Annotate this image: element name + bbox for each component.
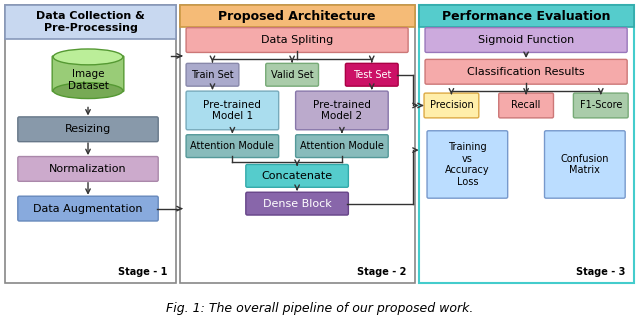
- FancyBboxPatch shape: [573, 93, 628, 118]
- Text: Attention Module: Attention Module: [300, 141, 384, 151]
- Text: Image
Dataset: Image Dataset: [68, 69, 108, 90]
- Ellipse shape: [53, 49, 123, 65]
- Text: Stage - 3: Stage - 3: [576, 267, 626, 277]
- FancyBboxPatch shape: [246, 164, 348, 187]
- FancyBboxPatch shape: [186, 91, 278, 130]
- FancyBboxPatch shape: [545, 131, 625, 198]
- Text: Pre-trained
Model 1: Pre-trained Model 1: [204, 99, 261, 121]
- Text: Precision: Precision: [429, 100, 474, 110]
- FancyBboxPatch shape: [52, 56, 124, 92]
- Bar: [5, 5, 175, 39]
- Text: Proposed Architecture: Proposed Architecture: [218, 10, 376, 23]
- FancyBboxPatch shape: [186, 28, 408, 52]
- Text: Classification Results: Classification Results: [467, 67, 585, 77]
- FancyBboxPatch shape: [425, 59, 627, 84]
- Text: Fig. 1: The overall pipeline of our proposed work.: Fig. 1: The overall pipeline of our prop…: [166, 302, 474, 315]
- FancyBboxPatch shape: [246, 192, 348, 215]
- Bar: [180, 5, 415, 27]
- FancyBboxPatch shape: [296, 91, 388, 130]
- Text: Recall: Recall: [511, 100, 541, 110]
- Text: Normalization: Normalization: [49, 164, 127, 174]
- FancyBboxPatch shape: [266, 63, 319, 86]
- Text: Dense Block: Dense Block: [263, 199, 332, 209]
- Text: Valid Set: Valid Set: [271, 70, 314, 80]
- FancyBboxPatch shape: [424, 93, 479, 118]
- FancyBboxPatch shape: [499, 93, 554, 118]
- Bar: [419, 5, 634, 27]
- Text: Performance Evaluation: Performance Evaluation: [442, 10, 611, 23]
- FancyBboxPatch shape: [425, 28, 627, 52]
- FancyBboxPatch shape: [296, 135, 388, 158]
- FancyBboxPatch shape: [18, 157, 158, 181]
- FancyBboxPatch shape: [186, 63, 239, 86]
- FancyBboxPatch shape: [18, 196, 158, 221]
- Text: Data Augmentation: Data Augmentation: [33, 203, 143, 214]
- Text: Sigmoid Function: Sigmoid Function: [478, 35, 574, 45]
- Bar: [5, 5, 175, 283]
- Text: Test Set: Test Set: [353, 70, 391, 80]
- Text: Data Collection &
Pre-Processing: Data Collection & Pre-Processing: [36, 11, 145, 33]
- Text: Stage - 1: Stage - 1: [118, 267, 168, 277]
- Text: F1-Score: F1-Score: [580, 100, 622, 110]
- Bar: [419, 5, 634, 283]
- Ellipse shape: [53, 83, 123, 99]
- Text: Resizing: Resizing: [65, 124, 111, 134]
- FancyBboxPatch shape: [186, 135, 278, 158]
- Text: Training
vs
Accuracy
Loss: Training vs Accuracy Loss: [445, 142, 490, 187]
- FancyBboxPatch shape: [346, 63, 398, 86]
- Text: Attention Module: Attention Module: [191, 141, 275, 151]
- Text: Confusion
Matrix: Confusion Matrix: [561, 154, 609, 175]
- FancyBboxPatch shape: [18, 117, 158, 142]
- FancyBboxPatch shape: [427, 131, 508, 198]
- Bar: [180, 5, 415, 283]
- Text: Concatenate: Concatenate: [262, 171, 333, 181]
- Text: Pre-trained
Model 2: Pre-trained Model 2: [313, 99, 371, 121]
- Text: Stage - 2: Stage - 2: [357, 267, 406, 277]
- Text: Train Set: Train Set: [191, 70, 234, 80]
- Text: Data Spliting: Data Spliting: [261, 35, 333, 45]
